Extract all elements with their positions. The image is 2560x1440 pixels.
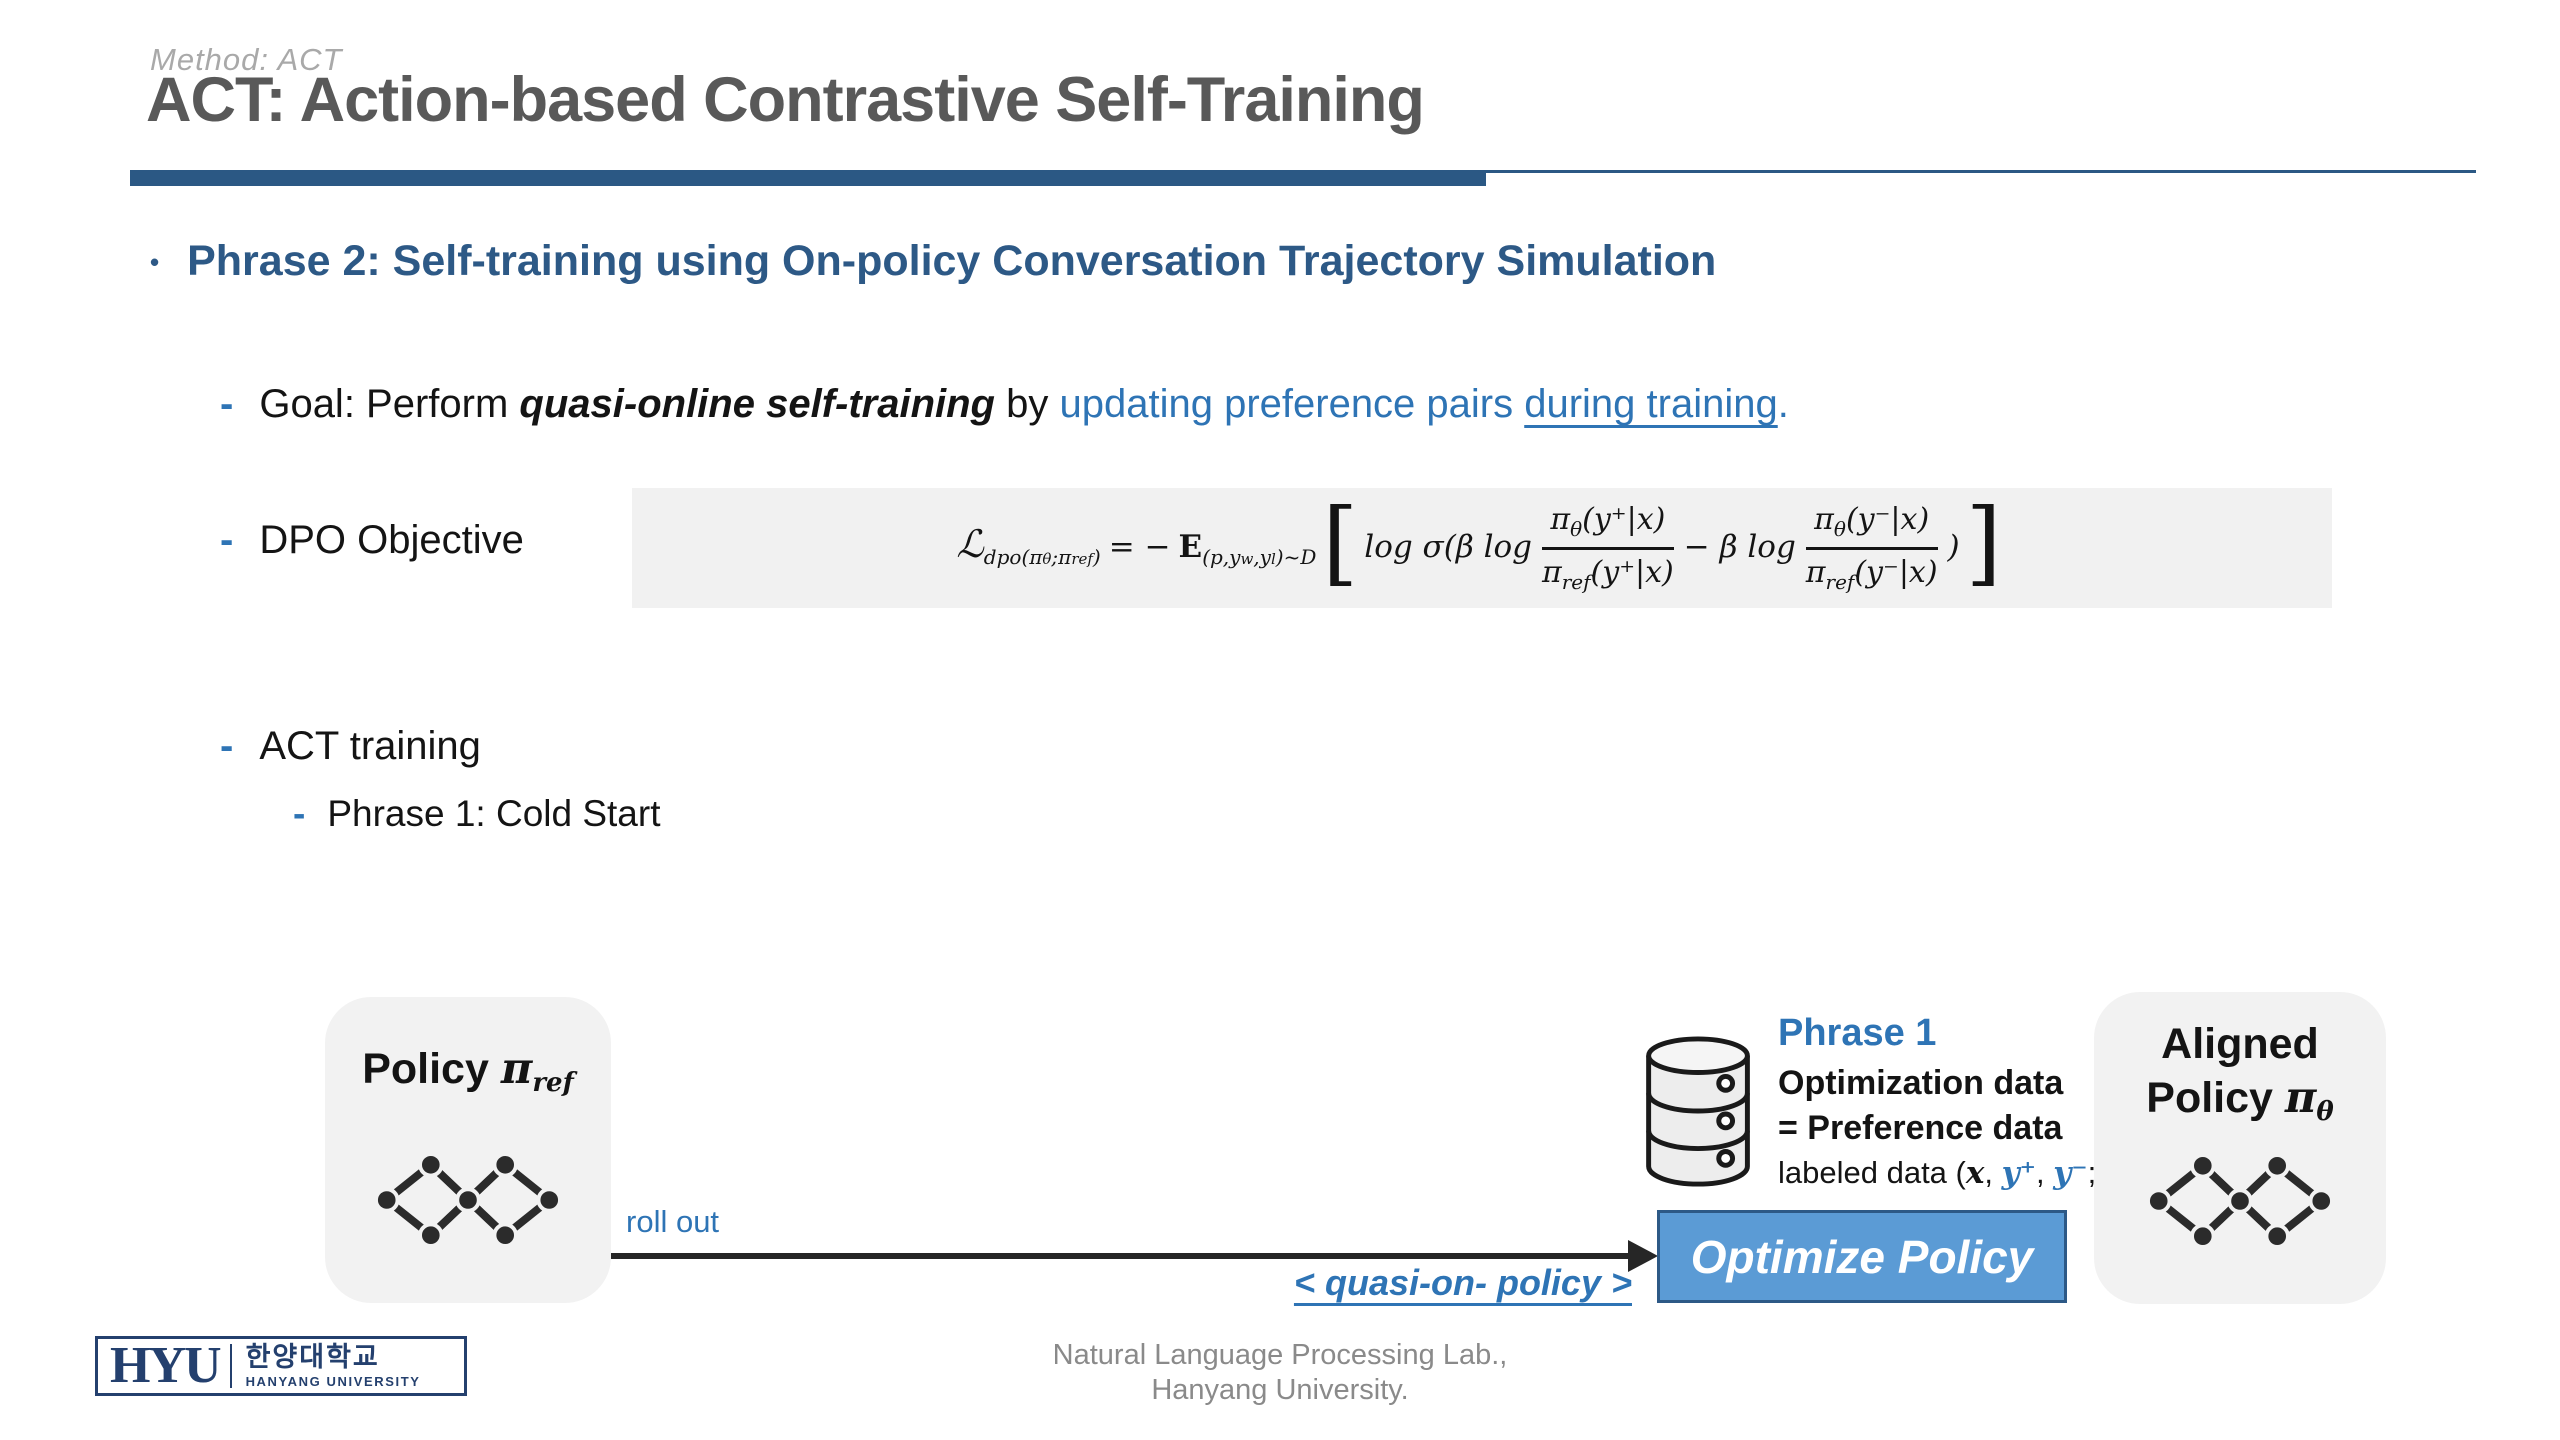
- roll-out-arrow: [611, 1253, 1633, 1259]
- act-training-line: - ACT training: [220, 722, 481, 770]
- neural-network-icon: [2147, 1153, 2333, 1249]
- neural-network-icon: [375, 1152, 561, 1248]
- optimization-data-line: Optimization data: [1778, 1064, 2064, 1102]
- formula-equals: = −: [1108, 528, 1171, 565]
- credit-line-1: Natural Language Processing Lab.,: [1052, 1339, 1508, 1371]
- dpo-formula-box: ℒdpo(πθ;πref) = − E(p,yw,yl)~D[log σ(β log…: [632, 488, 2332, 608]
- hyu-logo-english: HANYANG UNIVERSITY: [245, 1374, 421, 1390]
- goal-pre: Goal: Perform: [259, 382, 520, 426]
- dpo-label: DPO Objective: [259, 518, 524, 562]
- formula-fraction-negative: πθ(y⁻|x) πref(y⁻|x): [1805, 501, 1938, 594]
- formula-log-sigma: log σ(β log: [1364, 528, 1533, 565]
- aligned-policy-label: Aligned Policy πθ: [2146, 1020, 2334, 1127]
- phrase1-title: Phrase 1: [1778, 1012, 1937, 1054]
- act-label: ACT training: [259, 724, 481, 768]
- formula-minus-beta-log: − β log: [1683, 528, 1796, 565]
- optimize-policy-button: Optimize Policy: [1657, 1210, 2067, 1303]
- formula-fraction-positive: πθ(y⁺|x) πref(y⁺|x): [1542, 501, 1674, 594]
- quasi-on-policy-label: < quasi-on- policy >: [1293, 1262, 1632, 1303]
- roll-out-arrowhead: [1628, 1240, 1658, 1272]
- goal-emphasis: quasi-online self-training: [519, 382, 995, 426]
- policy-ref-label: Policy πref: [362, 1044, 574, 1098]
- phrase1-annotation: Phrase 1 Optimization data = Preference …: [1778, 1014, 2136, 1190]
- phrase2-heading: • Phrase 2: Self-training using On-polic…: [150, 236, 1716, 288]
- hyu-logo-divider: [229, 1344, 232, 1388]
- database-icon: [1646, 1036, 1750, 1187]
- goal-underlined-text: during training: [1524, 382, 1778, 426]
- hyu-logo-korean: 한양대학교: [245, 1341, 380, 1372]
- bullet-dot: •: [150, 247, 160, 278]
- goal-blue-text: updating preference pairs: [1059, 382, 1525, 426]
- act-dash: -: [220, 724, 234, 768]
- hyu-logo-text: 한양대학교 HANYANG UNIVERSITY: [232, 1339, 421, 1393]
- labeled-data-line: labeled data (x, y⁺, y⁻; θ): [1778, 1155, 2136, 1191]
- goal-dash: -: [220, 382, 234, 426]
- goal-period: .: [1777, 382, 1789, 426]
- policy-ref-box: Policy πref: [325, 997, 611, 1303]
- formula-expectation: E: [1178, 528, 1203, 565]
- cold-start-dash: -: [293, 793, 306, 834]
- var-y-plus: y⁺: [2001, 1155, 2036, 1191]
- goal-mid: by: [995, 382, 1060, 426]
- title-underline-thick: [130, 170, 1486, 186]
- formula-loss-symbol: ℒ: [956, 521, 984, 566]
- dpo-line: - DPO Objective: [220, 516, 524, 564]
- hyu-logo-acronym: HYU: [110, 1337, 222, 1394]
- slide-tag: Method: ACT: [150, 42, 343, 77]
- roll-out-label: roll out: [626, 1204, 720, 1239]
- cold-start-label: Phrase 1: Cold Start: [327, 793, 661, 834]
- var-y-minus: y⁻: [2053, 1155, 2088, 1191]
- preference-data-line: = Preference data: [1778, 1109, 2063, 1147]
- dpo-dash: -: [220, 518, 234, 562]
- formula-loss-subscript: dpo(πθ;πref): [983, 544, 1101, 569]
- hyu-logo: HYU 한양대학교 HANYANG UNIVERSITY: [95, 1336, 467, 1396]
- page-title: ACT: Action-based Contrastive Self-Train…: [146, 65, 1425, 135]
- var-x: x: [1965, 1155, 1985, 1191]
- formula-expectation-subscript: (p,yw,yl)~D: [1202, 544, 1317, 569]
- dpo-formula: ℒdpo(πθ;πref) = − E(p,yw,yl)~D[log σ(β log…: [956, 489, 2002, 596]
- aligned-policy-box: Aligned Policy πθ: [2094, 992, 2386, 1304]
- formula-close-paren: ): [1947, 528, 1960, 565]
- goal-line: - Goal: Perform quasi-online self-traini…: [220, 380, 1789, 428]
- cold-start-line: - Phrase 1: Cold Start: [293, 792, 661, 836]
- goal-text: Goal: Perform quasi-online self-training…: [259, 380, 1789, 428]
- phrase2-heading-label: Phrase 2: Self-training using On-policy …: [187, 237, 1717, 285]
- footer-credit: Natural Language Processing Lab., Hanyan…: [0, 1338, 2560, 1408]
- credit-line-2: Hanyang University.: [1151, 1374, 1409, 1406]
